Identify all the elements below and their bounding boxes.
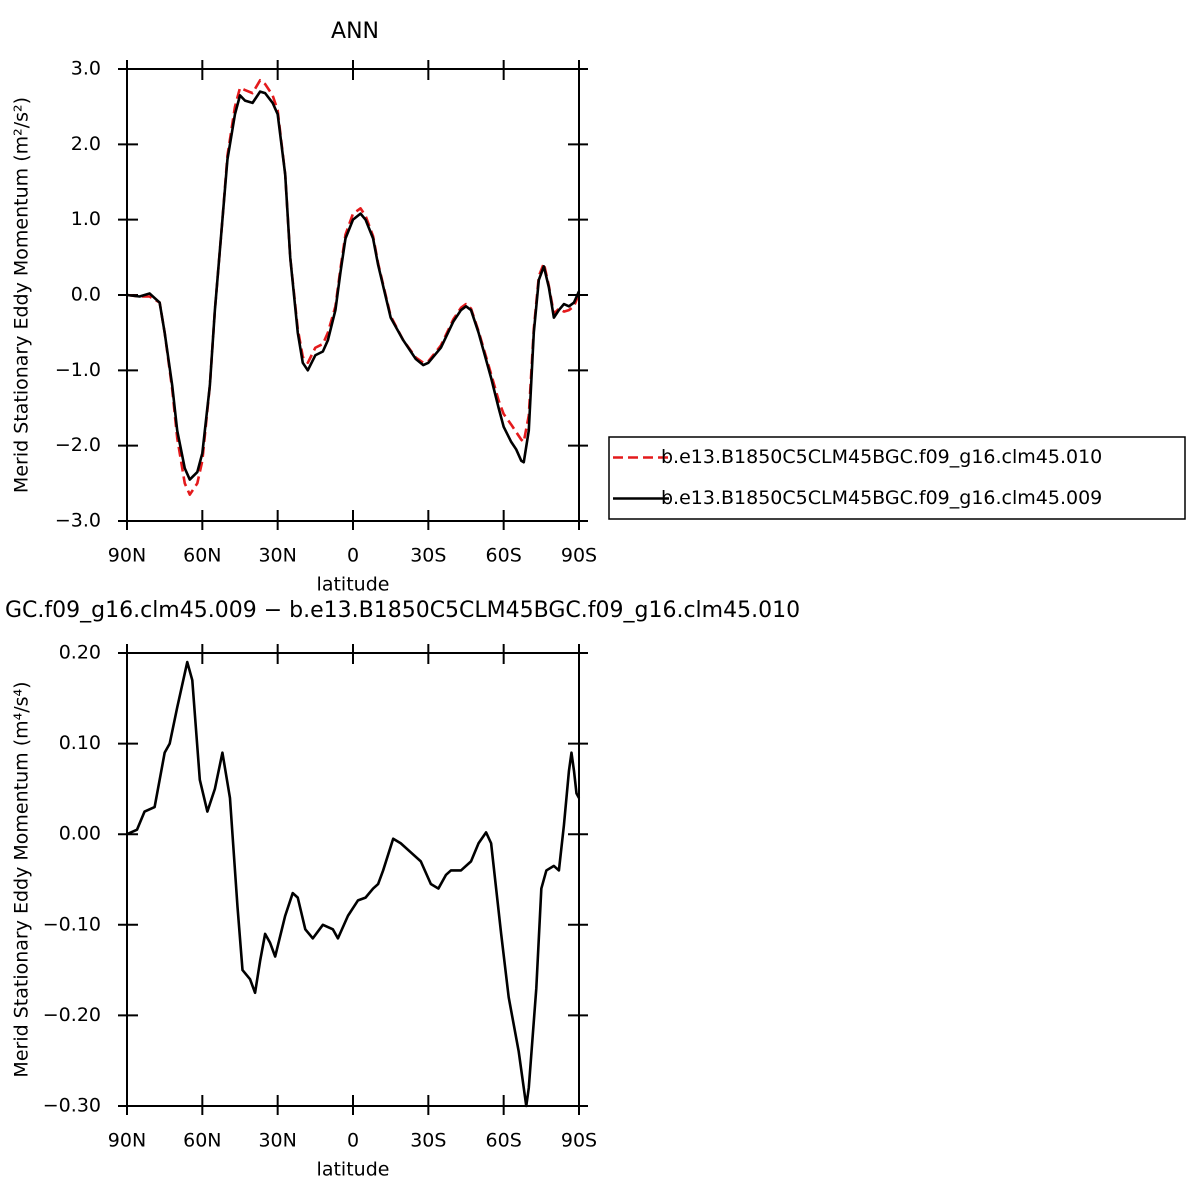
x-axis-label: latitude [317,574,390,596]
x-tick-label: 60S [486,1130,522,1152]
x-axis-label: latitude [317,1159,390,1181]
x-tick-label: 60N [183,1130,221,1152]
y-tick-label: −3.0 [55,510,101,532]
y-axis-label: Merid Stationary Eddy Momentum (m⁴/s⁴) [11,681,33,1077]
x-tick-label: 60S [486,545,522,567]
series-line [126,90,581,481]
plot-frame [126,652,580,1107]
x-tick-label: 0 [347,1130,359,1152]
x-tick-label: 30S [410,1130,446,1152]
y-tick-label: −2.0 [55,434,101,456]
y-tick-label: 2.0 [71,133,101,155]
y-tick-label: 1.0 [71,208,101,230]
legend-label: b.e13.B1850C5CLM45BGC.f09_g16.clm45.009 [661,487,1102,509]
plot-frame [126,68,580,522]
y-tick-label: −0.30 [43,1095,101,1117]
x-tick-label: 0 [347,545,359,567]
x-tick-label: 90S [561,545,597,567]
x-tick-label: 90S [561,1130,597,1152]
x-tick-label: 60N [183,545,221,567]
x-tick-label: 30N [258,1130,296,1152]
x-tick-label: 30N [258,545,296,567]
legend-label: b.e13.B1850C5CLM45BGC.f09_g16.clm45.010 [661,446,1102,468]
y-tick-label: −0.20 [43,1004,101,1026]
y-tick-label: −0.10 [43,913,101,935]
legend-box [608,436,1186,520]
y-tick-label: 0.10 [59,732,101,754]
x-tick-label: 90N [108,545,146,567]
x-tick-label: 90N [108,1130,146,1152]
chart-title: ANN [331,19,379,44]
y-tick-label: 0.00 [59,823,101,845]
x-tick-label: 30S [410,545,446,567]
series-line [126,79,581,496]
y-tick-label: 0.20 [59,642,101,664]
y-tick-label: −1.0 [55,359,101,381]
series-line [126,660,581,1108]
y-axis-label: Merid Stationary Eddy Momentum (m²/s²) [11,97,33,493]
y-tick-label: 0.0 [71,284,101,306]
chart-title: GC.f09_g16.clm45.009 − b.e13.B1850C5CLM4… [5,598,800,623]
y-tick-label: 3.0 [71,58,101,80]
